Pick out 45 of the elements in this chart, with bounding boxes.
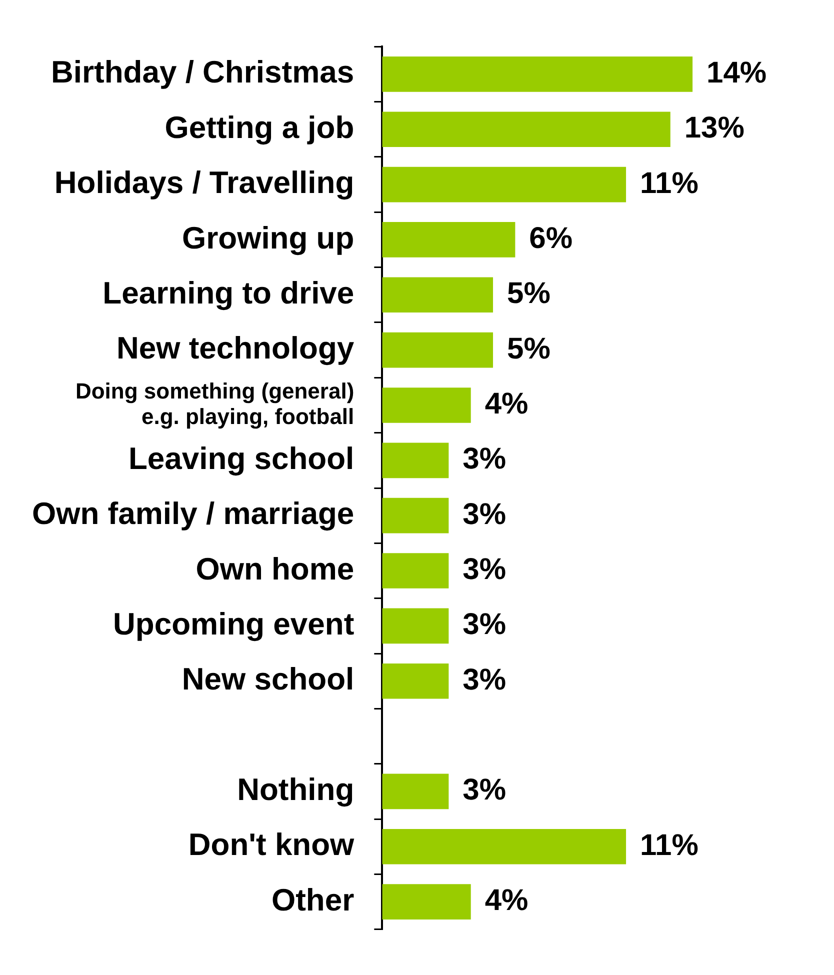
bar — [382, 828, 626, 864]
data-label: 3% — [462, 498, 506, 531]
bar — [382, 112, 670, 148]
data-label: 3% — [462, 553, 506, 586]
bar — [382, 277, 494, 313]
bar — [382, 884, 471, 920]
data-label: 5% — [507, 332, 550, 366]
y-tick-label: New school — [182, 662, 354, 697]
bar — [382, 553, 449, 588]
y-tick-label: Leaving school — [128, 440, 354, 476]
data-label: 14% — [706, 56, 767, 90]
bar — [382, 166, 626, 202]
data-label: 3% — [462, 442, 506, 476]
data-label: 4% — [484, 884, 528, 918]
y-tick-label: Birthday / Christmas — [50, 54, 354, 90]
bar — [382, 663, 449, 699]
y-tick-label: Nothing — [237, 772, 354, 808]
data-label: 6% — [529, 222, 573, 255]
bar — [382, 442, 449, 478]
y-tick-label: Don't know — [188, 827, 356, 862]
data-label: 3% — [462, 663, 506, 696]
data-label: 11% — [640, 166, 698, 200]
data-label: 3% — [462, 774, 506, 807]
y-tick-label: Learning to drive — [102, 275, 354, 310]
data-label: 4% — [484, 388, 528, 421]
data-label: 5% — [507, 277, 550, 310]
y-tick-label: Other — [271, 882, 354, 918]
y-tick-label: Growing up — [182, 220, 354, 256]
y-tick-label: Own home — [196, 551, 354, 586]
y-tick-label: Doing something (general) e.g. playing, football — [75, 378, 354, 429]
bar — [382, 222, 516, 258]
bar — [382, 498, 449, 534]
y-tick-label: Own family / marriage — [32, 496, 354, 532]
bar — [382, 608, 449, 644]
bar — [382, 774, 449, 810]
y-tick-label: New technology — [116, 330, 355, 366]
data-label: 13% — [684, 112, 744, 145]
bar — [382, 332, 494, 368]
y-tick-label: Getting a job — [164, 110, 354, 145]
bar — [382, 388, 471, 423]
data-label: 3% — [462, 608, 506, 642]
y-tick-label: Upcoming event — [113, 606, 354, 642]
y-tick-label: Holidays / Travelling — [54, 165, 354, 200]
data-label: 11% — [640, 828, 698, 862]
bar — [382, 56, 693, 92]
